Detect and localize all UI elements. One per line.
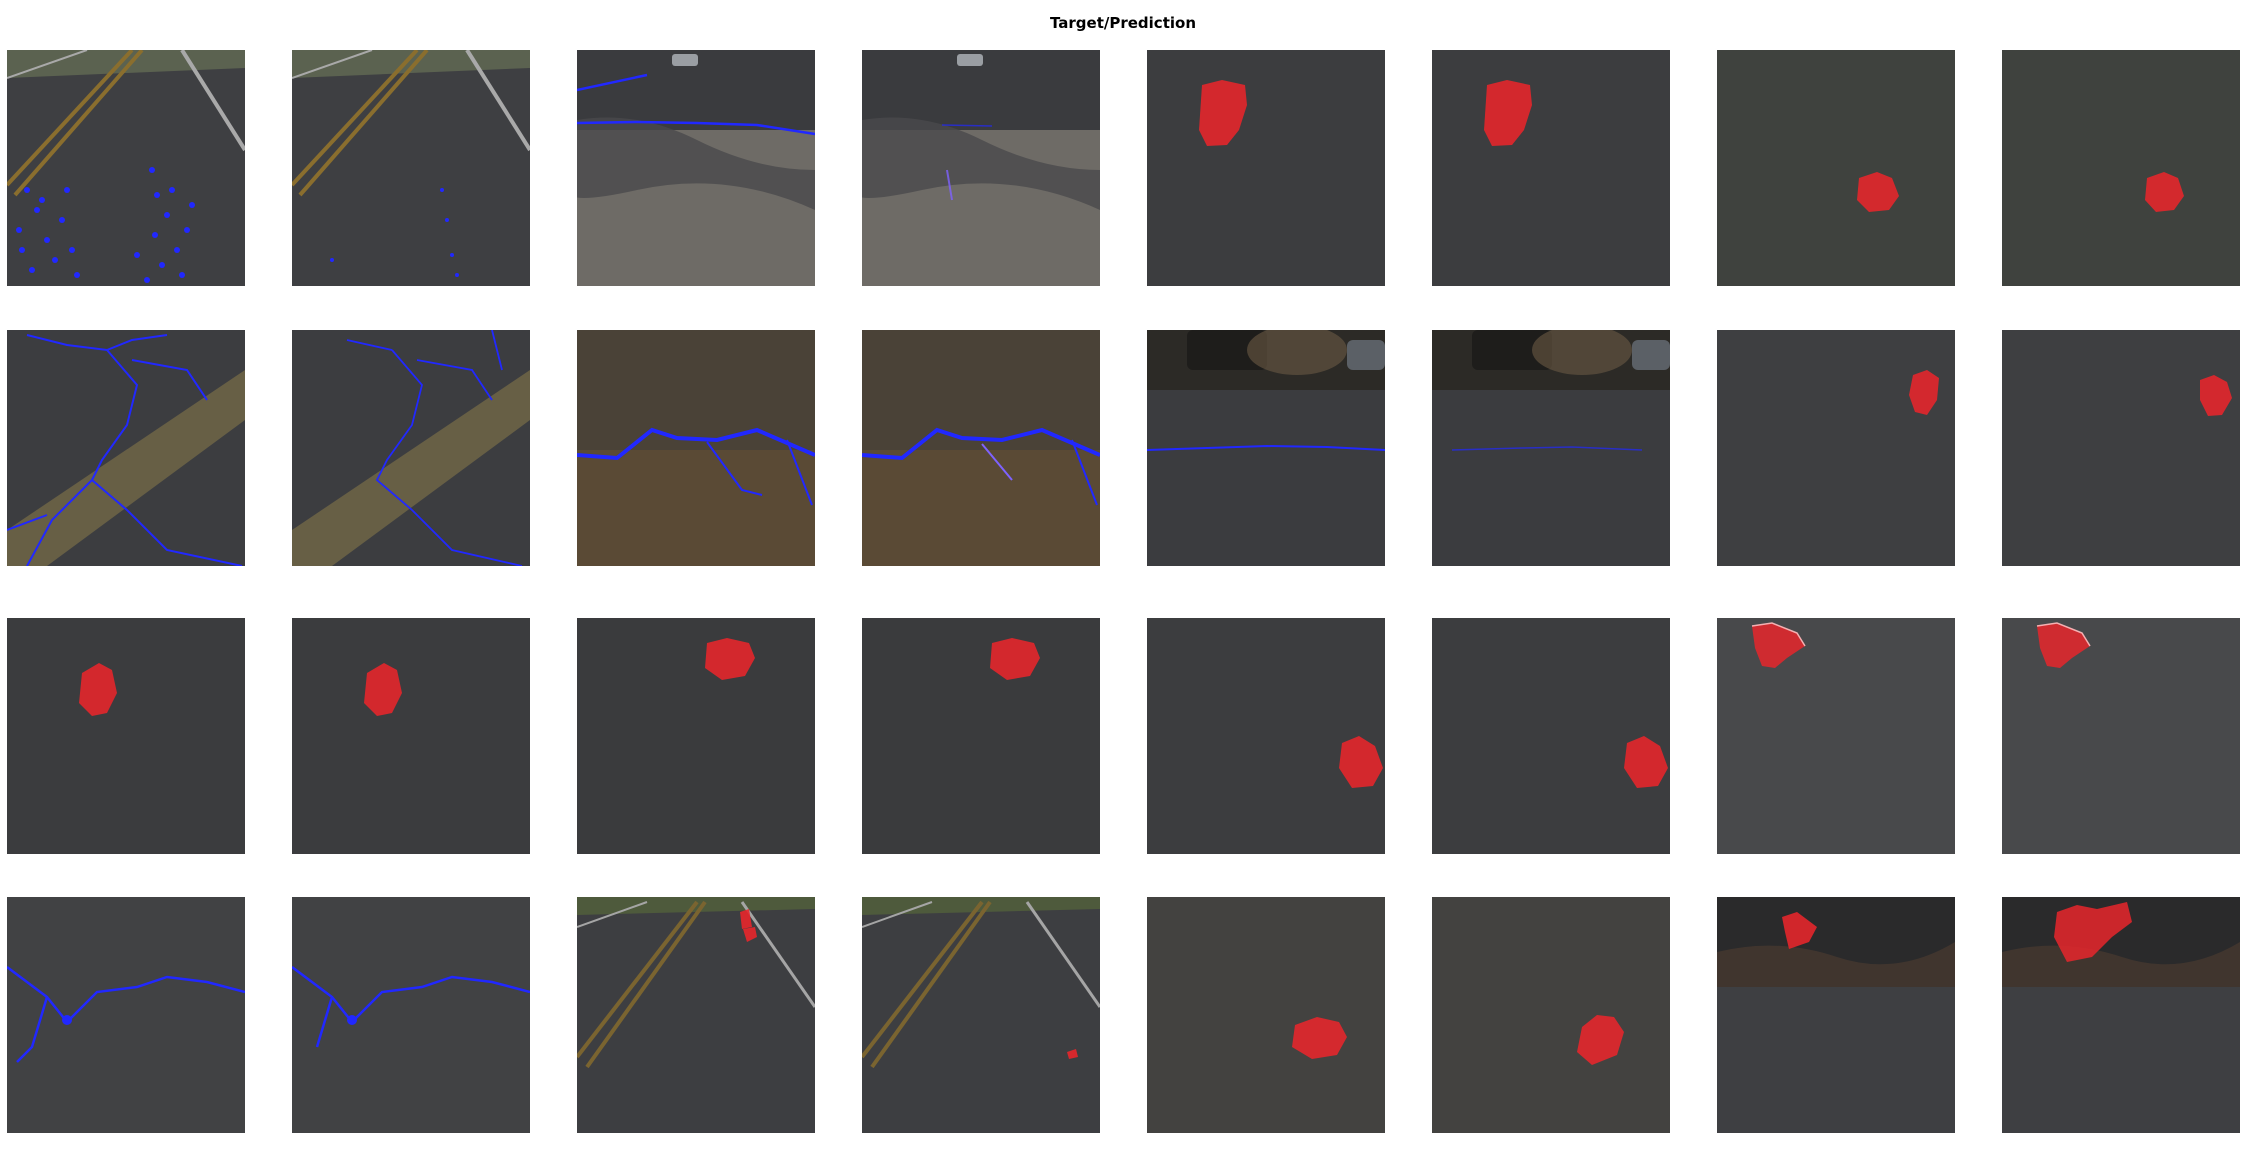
tile-r1-c3-prediction	[862, 330, 1100, 566]
tile-r3-c3-prediction	[862, 897, 1100, 1133]
tile-r0-c3-prediction	[862, 50, 1100, 286]
tile-r1-c5-prediction	[1432, 330, 1670, 566]
tile-r3-c7-prediction	[2002, 897, 2240, 1133]
tile-r0-c0-target	[7, 50, 245, 286]
figure-title: Target/Prediction	[1049, 14, 1196, 32]
tile-r3-c5-prediction	[1432, 897, 1670, 1133]
tile-r2-c1-prediction	[292, 618, 530, 854]
tile-r1-c6-target	[1717, 330, 1955, 566]
tile-r1-c0-target	[7, 330, 245, 566]
tile-r1-c7-prediction	[2002, 330, 2240, 566]
tile-r1-c4-target	[1147, 330, 1385, 566]
tile-r2-c0-target	[7, 618, 245, 854]
tile-r3-c6-target	[1717, 897, 1955, 1133]
tile-r2-c3-prediction	[862, 618, 1100, 854]
tile-r3-c0-target	[7, 897, 245, 1133]
tile-r0-c5-prediction	[1432, 50, 1670, 286]
tile-r3-c4-target	[1147, 897, 1385, 1133]
tile-r0-c7-prediction	[2002, 50, 2240, 286]
tile-r1-c1-prediction	[292, 330, 530, 566]
tile-r0-c2-target	[577, 50, 815, 286]
tile-r2-c5-prediction	[1432, 618, 1670, 854]
tile-r3-c1-prediction	[292, 897, 530, 1133]
tile-r0-c4-target	[1147, 50, 1385, 286]
tile-r2-c2-target	[577, 618, 815, 854]
tile-r2-c6-target	[1717, 618, 1955, 854]
tile-r3-c2-target	[577, 897, 815, 1133]
tile-r0-c6-target	[1717, 50, 1955, 286]
tile-r2-c7-prediction	[2002, 618, 2240, 854]
tile-r0-c1-prediction	[292, 50, 530, 286]
tile-r1-c2-target	[577, 330, 815, 566]
tile-r2-c4-target	[1147, 618, 1385, 854]
